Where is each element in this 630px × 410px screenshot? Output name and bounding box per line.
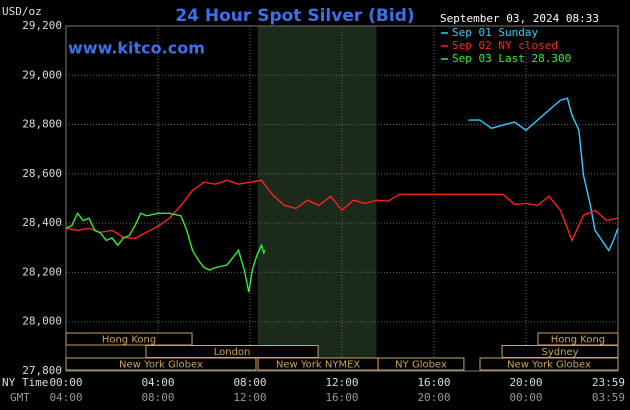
session-label: New York Globex (119, 360, 203, 371)
y-tick-label: 28,400 (22, 216, 62, 229)
session-label: London (214, 347, 251, 358)
x-tick-label: 08:00 (233, 376, 266, 389)
gmt-label: 20:00 (417, 391, 450, 404)
gmt-label: 00:00 (509, 391, 542, 404)
gmt-label: 08:00 (141, 391, 174, 404)
session-label: Sydney (542, 347, 579, 358)
y-tick-label: 29,200 (22, 19, 62, 32)
gmt-label: 04:00 (49, 391, 82, 404)
session-label: New York Globex (507, 360, 591, 371)
legend-label: Sep 01 Sunday (452, 26, 538, 39)
x-tick-label: 23:59 (592, 376, 625, 389)
site-label: www.kitco.com (68, 39, 205, 58)
y-tick-label: 27,800 (22, 364, 62, 377)
row-label: NY Time (2, 376, 48, 389)
x-tick-label: 20:00 (509, 376, 542, 389)
gmt-label: 16:00 (325, 391, 358, 404)
y-tick-label: 28,000 (22, 315, 62, 328)
session-label: Hong Kong (551, 335, 605, 346)
session-label: NY Globex (395, 360, 447, 371)
session-box (65, 357, 257, 371)
series-line (65, 179, 619, 243)
unit-label: USD/oz (2, 5, 42, 18)
x-tick-label: 12:00 (325, 376, 358, 389)
gmt-label: 03:59 (592, 391, 625, 404)
legend-label: Sep 02 NY closed (452, 39, 558, 52)
timestamp: September 03, 2024 08:33 (440, 12, 599, 25)
highlight-band (257, 26, 377, 371)
series-line (468, 97, 619, 252)
y-tick-label: 28,600 (22, 167, 62, 180)
x-tick-label: 16:00 (417, 376, 450, 389)
session-label: New York NYMEX (276, 360, 361, 371)
x-tick-label: 00:00 (49, 376, 82, 389)
session-box (65, 332, 193, 346)
series-line (65, 211, 266, 293)
legend-label: Sep 03 Last 28.300 (452, 52, 571, 65)
chart-title: 24 Hour Spot Silver (Bid) (175, 6, 414, 26)
y-tick-label: 29,000 (22, 68, 62, 81)
session-box (377, 357, 465, 371)
y-tick-label: 28,800 (22, 118, 62, 131)
x-tick-label: 04:00 (141, 376, 174, 389)
y-tick-label: 28,200 (22, 265, 62, 278)
row-label: GMT (10, 391, 30, 404)
plot-frame (65, 25, 619, 372)
gmt-label: 12:00 (233, 391, 266, 404)
session-label: Hong Kong (102, 335, 156, 346)
session-box (479, 357, 619, 371)
